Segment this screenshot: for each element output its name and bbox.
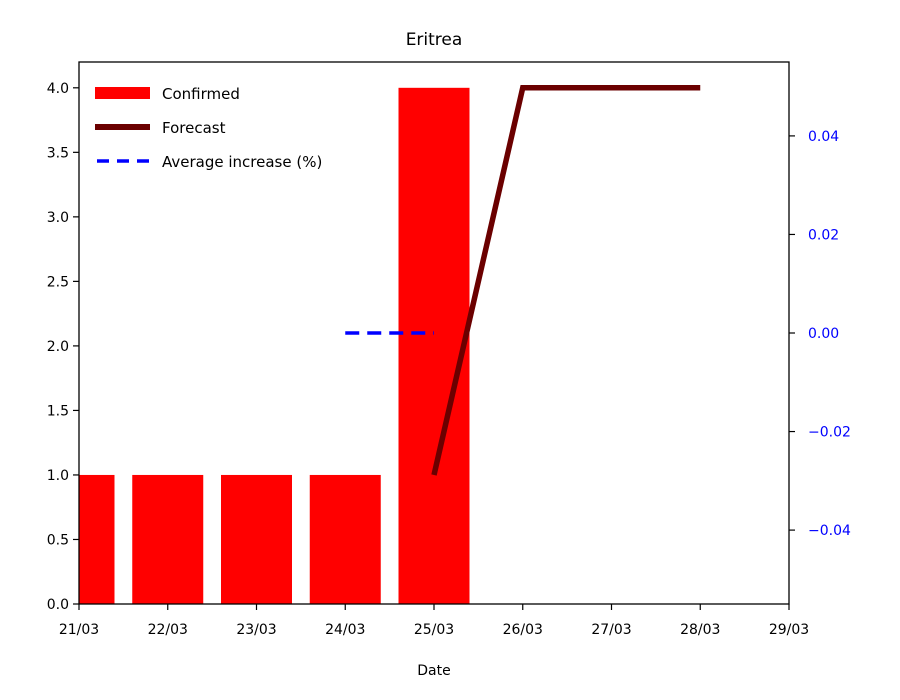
x-tick-label: 22/03 (148, 622, 188, 638)
right-tick-label: 0.00 (808, 326, 839, 342)
bars-layer (79, 87, 470, 604)
left-tick-label: 2.5 (47, 274, 69, 290)
left-axis: 0.0 0.5 1.0 1.5 2.0 2.5 3.0 3.5 4.0 (47, 81, 79, 613)
legend-label: Forecast (162, 119, 226, 137)
bar-22-03 (132, 474, 204, 604)
right-tick-label: −0.04 (808, 523, 851, 539)
right-tick-label: −0.02 (808, 425, 851, 441)
right-axis: −0.04 −0.02 0.00 0.02 0.04 (789, 129, 851, 539)
x-axis-label: Date (417, 663, 450, 679)
x-tick-label: 23/03 (236, 622, 276, 638)
bar-25-03 (398, 87, 470, 604)
chart-title: Eritrea (406, 30, 463, 50)
legend-label: Average increase (%) (162, 153, 322, 171)
legend-swatch (95, 87, 150, 99)
bar-24-03 (309, 474, 381, 604)
x-axis: 21/03 22/03 23/03 24/03 25/03 26/03 27/03 28/03… (59, 604, 809, 638)
x-tick-label: 28/03 (680, 622, 720, 638)
right-tick-label: 0.04 (808, 129, 839, 145)
x-tick-label: 21/03 (59, 622, 99, 638)
bar-23-03 (221, 474, 292, 604)
lines-layer (345, 85, 701, 476)
left-tick-label: 1.0 (47, 468, 69, 484)
bar-21-03 (79, 474, 115, 604)
x-tick-label: 25/03 (414, 622, 454, 638)
x-tick-label: 29/03 (769, 622, 809, 638)
left-tick-label: 2.0 (47, 339, 69, 355)
legend: Confirmed Forecast Average increase (%) (95, 85, 322, 171)
x-tick-label: 26/03 (503, 622, 543, 638)
x-tick-label: 27/03 (591, 622, 631, 638)
left-tick-label: 3.0 (47, 210, 69, 226)
right-tick-label: 0.02 (808, 227, 839, 243)
left-tick-label: 0.5 (47, 532, 69, 548)
legend-label: Confirmed (162, 85, 240, 103)
left-tick-label: 1.5 (47, 403, 69, 419)
forecast-line (431, 85, 701, 476)
left-tick-label: 0.0 (47, 597, 69, 613)
left-tick-label: 4.0 (47, 81, 69, 97)
left-tick-label: 3.5 (47, 145, 69, 161)
x-tick-label: 24/03 (325, 622, 365, 638)
